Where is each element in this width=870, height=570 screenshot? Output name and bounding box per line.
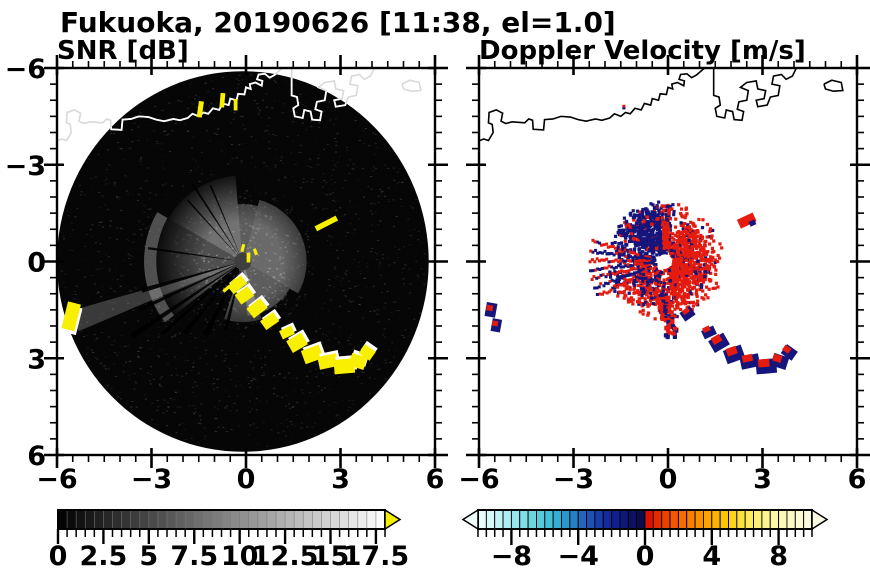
target-echo — [227, 275, 248, 295]
target-echo — [710, 333, 723, 346]
x-tick-label: 0 — [659, 464, 678, 495]
colorbar-segments — [477, 509, 813, 530]
coastline — [479, 68, 707, 142]
target-echo — [279, 325, 295, 340]
x-tick-label: −6 — [36, 464, 77, 495]
x-tick-label: 6 — [848, 464, 867, 495]
colorbar-label: −4 — [557, 541, 598, 570]
y-tick-label: −6 — [5, 54, 46, 85]
doppler-panel: −6 −3 0 3 6 — [458, 55, 870, 495]
colorbar-label: 8 — [769, 541, 788, 570]
axis-ticks — [466, 55, 870, 468]
target-echo — [748, 219, 757, 227]
y-tick-label: −3 — [5, 151, 46, 182]
target-echo — [252, 248, 259, 256]
target-echo — [348, 352, 368, 371]
over-range-arrow — [384, 508, 402, 531]
target-echo — [230, 278, 237, 285]
colorbar-label: 2.5 — [79, 541, 127, 570]
target-echo — [679, 305, 696, 322]
fan-long-lane — [71, 261, 243, 332]
coastline-port — [823, 79, 844, 93]
colorbar-label: 17.5 — [343, 541, 410, 570]
radar-site-hole — [657, 254, 672, 269]
doppler-echo-cluster — [588, 200, 724, 340]
target-echo — [702, 325, 711, 334]
doppler-target-echoes — [484, 104, 798, 375]
doppler-plot-area — [479, 68, 844, 375]
target-echo — [757, 358, 770, 368]
colorbar-label: 7.5 — [170, 541, 218, 570]
colorbar-label: −8 — [491, 541, 532, 570]
target-echo — [681, 307, 691, 316]
colorbar-ticks — [56, 529, 386, 544]
snr-plot-area — [57, 68, 429, 452]
y-tick-label: 0 — [27, 248, 46, 279]
x-tick-label: 0 — [237, 464, 256, 495]
target-echo — [61, 301, 81, 332]
target-echo — [234, 286, 255, 305]
x-tick-label: 3 — [331, 464, 350, 495]
y-tick-label: 3 — [27, 344, 46, 375]
target-echo — [314, 215, 339, 232]
target-echo — [233, 99, 238, 111]
target-echo — [219, 92, 226, 108]
target-echo — [240, 243, 246, 253]
target-echo — [622, 107, 626, 110]
target-echo — [286, 332, 308, 353]
x-tick-labels: −6 −3 0 3 6 — [36, 464, 444, 495]
target-echo — [741, 353, 754, 363]
target-echo — [196, 100, 204, 118]
colorbar-segments — [58, 510, 386, 529]
x-tick-label: −3 — [131, 464, 172, 495]
target-echo — [725, 345, 738, 357]
target-echo — [222, 285, 231, 293]
target-echo — [317, 353, 339, 370]
target-echo — [260, 312, 280, 331]
target-echo — [772, 353, 783, 363]
target-echo — [622, 104, 626, 108]
colorbar-label: 0 — [49, 541, 68, 570]
colorbar-label: 12.5 — [252, 541, 319, 570]
target-echo — [782, 344, 792, 354]
target-echo — [701, 325, 717, 340]
doppler-panel-title: Doppler Velocity [m/s] — [479, 36, 806, 66]
x-tick-labels: −6 −3 0 3 6 — [458, 464, 866, 495]
doppler-colorbar: −8 −4 0 4 8 — [461, 508, 829, 570]
plot-frame — [477, 66, 859, 457]
colorbar-label: 15 — [312, 541, 350, 570]
colorbar-labels: −8 −4 0 4 8 — [491, 541, 788, 570]
target-echo — [708, 332, 730, 353]
colorbar-label: 10 — [221, 541, 259, 570]
plot-frame — [55, 66, 437, 457]
target-echo — [358, 344, 376, 361]
target-echo — [486, 304, 494, 312]
target-echo — [246, 252, 251, 263]
y-tick-labels: 6 3 0 −3 −6 — [5, 54, 46, 472]
x-tick-label: 6 — [426, 464, 445, 495]
x-tick-label: −3 — [553, 464, 594, 495]
snr-target-echoes — [61, 92, 378, 375]
over-range-arrow — [811, 508, 829, 531]
snr-panel: −6 −3 0 3 6 6 3 0 −3 −6 — [5, 54, 448, 495]
colorbar-label: 5 — [139, 541, 158, 570]
x-tick-label: −6 — [458, 464, 499, 495]
coastline-port — [712, 68, 798, 122]
colorbar-label: 0 — [636, 541, 655, 570]
under-range-arrow — [461, 508, 479, 531]
colorbar-label: 4 — [702, 541, 721, 570]
coastline-outside — [401, 79, 422, 93]
target-echo — [246, 298, 268, 319]
figure-title: Fukuoka, 20190626 [11:38, el=1.0] — [60, 6, 616, 39]
target-echo — [491, 320, 499, 327]
x-tick-label: 3 — [753, 464, 772, 495]
y-tick-label: 6 — [27, 441, 46, 472]
target-echo — [736, 212, 757, 229]
colorbar-ticks — [477, 529, 813, 545]
snr-panel-title: SNR [dB] — [57, 36, 189, 66]
